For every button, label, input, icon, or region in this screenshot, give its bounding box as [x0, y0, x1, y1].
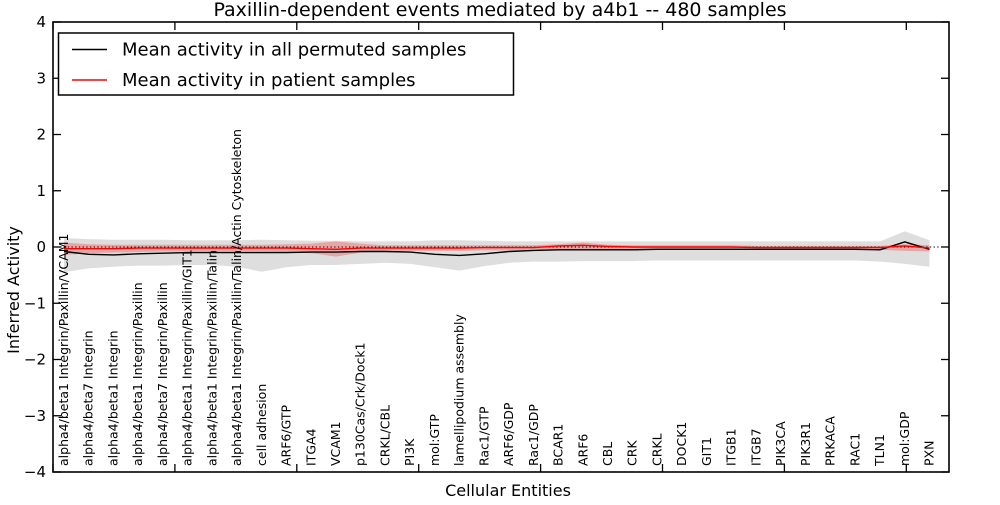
x-category-label: VCAM1 [328, 421, 343, 466]
x-category-label: ITGA4 [303, 428, 318, 466]
x-category-label: CBL [600, 442, 615, 466]
y-tick-label: 4 [36, 13, 46, 31]
x-category-label: mol:GDP [897, 411, 912, 466]
x-category-label: alpha4/beta1 Integrin/Paxillin/GIT1 [180, 249, 195, 466]
y-tick-label: −2 [24, 351, 46, 369]
y-tick-label: −1 [24, 294, 46, 312]
y-tick-label: −3 [24, 407, 46, 425]
y-axis-label: Inferred Activity [4, 226, 23, 354]
legend: Mean activity in all permuted samples Me… [57, 32, 515, 96]
x-category-label: PRKACA [823, 416, 838, 466]
y-tick-label: 2 [36, 126, 46, 144]
x-category-label: alpha4/beta1 Integrin/Paxillin [130, 282, 145, 466]
legend-box [57, 32, 515, 96]
y-tick-label: 3 [36, 69, 46, 87]
x-category-label: PXN [922, 441, 937, 466]
x-category-label: ARF6/GTP [279, 405, 294, 466]
confidence-band-permuted [64, 231, 930, 273]
x-category-label: CRKL/CBL [377, 405, 392, 466]
x-category-label: ITGB7 [748, 428, 763, 466]
x-axis-label: Cellular Entities [445, 481, 571, 500]
series-line-patient [64, 244, 930, 251]
x-category-label: PIK3CA [773, 421, 788, 466]
x-category-label: ITGB1 [724, 428, 739, 466]
chart-title: Paxillin-dependent events mediated by a4… [213, 0, 786, 21]
plot-frame [52, 21, 950, 473]
x-category-label: alpha4/beta1 Integrin [105, 330, 120, 466]
confidence-band-patient [64, 241, 930, 257]
legend-label-patient: Mean activity in patient samples [122, 70, 416, 91]
x-category-label: alpha4/beta7 Integrin [81, 330, 96, 466]
x-category-label: cell adhesion [254, 384, 269, 466]
x-category-label: alpha4/beta1 Integrin/Paxillin/Talin/Act… [229, 129, 244, 466]
x-category-label: alpha4/beta1 Integrin/Paxillin/VCAM1 [56, 234, 71, 466]
x-category-label: p130Cas/Crk/Dock1 [353, 342, 368, 466]
x-category-label: BCAR1 [551, 424, 566, 466]
x-category-label: alpha4/beta1 Integrin/Paxillin/Talin [204, 250, 219, 466]
x-category-label: GIT1 [699, 437, 714, 466]
series-line-permuted [63, 241, 930, 257]
x-category-label: PI3K [402, 438, 417, 466]
x-category-label: ARF6 [575, 434, 590, 466]
x-category-label: DOCK1 [674, 422, 689, 466]
x-category-label: lamellipodium assembly [452, 314, 467, 466]
x-category-label: CRK [625, 440, 640, 466]
y-tick-label: 0 [36, 238, 46, 256]
legend-label-permuted: Mean activity in all permuted samples [122, 40, 466, 61]
x-category-label: Rac1/GDP [526, 404, 541, 466]
y-tick-label: 1 [36, 182, 46, 200]
plot-area: 4 3 2 1 0 −1 −2 −3 −4 alpha4/beta1 Integrin/Paxil… [24, 13, 949, 481]
x-category-label: RAC1 [847, 433, 862, 466]
x-category-label: Rac1/GTP [476, 406, 491, 466]
x-category-label: PIK3R1 [798, 422, 813, 466]
x-category-label: TLN1 [872, 434, 887, 467]
x-category-label: ARF6/GDP [501, 402, 516, 466]
x-category-label: CRKL [650, 433, 665, 466]
y-tick-label: −4 [24, 463, 46, 481]
x-category-label: alpha4/beta7 Integrin/Paxillin [155, 282, 170, 466]
x-category-label: mol:GTP [427, 414, 442, 466]
